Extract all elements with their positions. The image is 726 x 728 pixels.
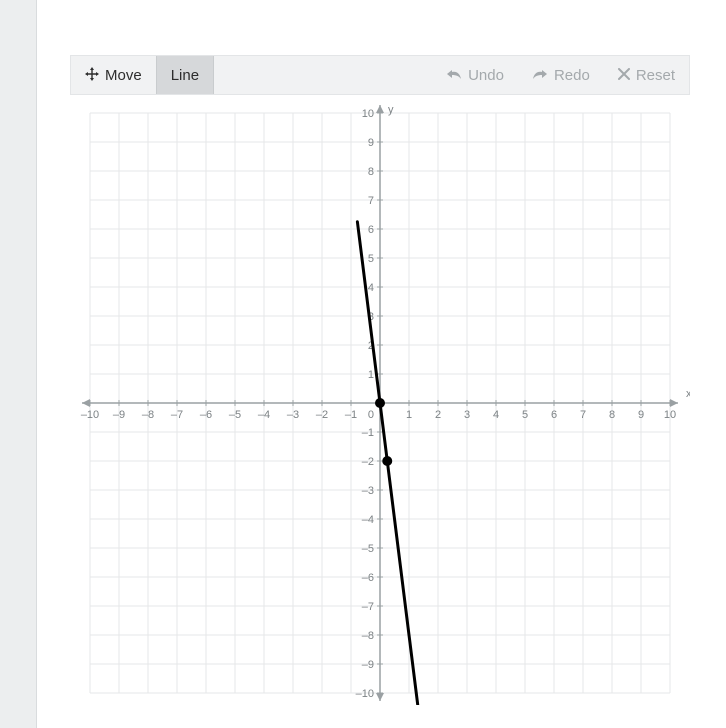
toolbar: Move Line Undo Redo	[70, 55, 690, 95]
svg-text:–10: –10	[356, 688, 374, 700]
svg-text:–2: –2	[362, 456, 374, 468]
line-tool-label: Line	[171, 67, 199, 84]
move-tool-label: Move	[105, 67, 142, 84]
svg-text:–4: –4	[362, 514, 374, 526]
undo-label: Undo	[468, 67, 504, 84]
svg-text:–3: –3	[362, 485, 374, 497]
svg-text:–8: –8	[362, 630, 374, 642]
svg-text:7: 7	[580, 409, 586, 421]
svg-text:–1: –1	[345, 409, 357, 421]
close-icon	[618, 68, 630, 83]
svg-text:9: 9	[638, 409, 644, 421]
y-axis-label: y	[388, 104, 394, 116]
redo-label: Redo	[554, 67, 590, 84]
svg-text:7: 7	[368, 195, 374, 207]
undo-icon	[446, 68, 462, 83]
svg-text:6: 6	[551, 409, 557, 421]
svg-text:5: 5	[522, 409, 528, 421]
coordinate-plane[interactable]: –10–9–8–7–6–5–4–3–2–112345678910–10–9–8–…	[70, 95, 690, 705]
line-point-1[interactable]	[382, 456, 392, 466]
svg-text:–9: –9	[362, 659, 374, 671]
left-gutter	[0, 0, 37, 728]
svg-text:–3: –3	[287, 409, 299, 421]
svg-text:–1: –1	[362, 427, 374, 439]
redo-icon	[532, 68, 548, 83]
svg-text:–6: –6	[200, 409, 212, 421]
page-root: Move Line Undo Redo	[0, 0, 726, 728]
svg-text:–9: –9	[113, 409, 125, 421]
line-point-0[interactable]	[375, 398, 385, 408]
svg-text:–7: –7	[171, 409, 183, 421]
svg-text:4: 4	[493, 409, 499, 421]
svg-text:–2: –2	[316, 409, 328, 421]
svg-text:–7: –7	[362, 601, 374, 613]
reset-label: Reset	[636, 67, 675, 84]
svg-text:–10: –10	[81, 409, 99, 421]
svg-text:–6: –6	[362, 572, 374, 584]
svg-text:8: 8	[609, 409, 615, 421]
redo-button[interactable]: Redo	[518, 56, 604, 94]
svg-text:10: 10	[362, 108, 374, 120]
svg-text:6: 6	[368, 224, 374, 236]
svg-text:–8: –8	[142, 409, 154, 421]
svg-text:10: 10	[664, 409, 676, 421]
svg-text:4: 4	[368, 282, 374, 294]
svg-text:8: 8	[368, 166, 374, 178]
svg-text:1: 1	[406, 409, 412, 421]
line-tool-button[interactable]: Line	[156, 56, 214, 94]
move-tool-button[interactable]: Move	[71, 56, 156, 94]
svg-text:9: 9	[368, 137, 374, 149]
svg-text:–5: –5	[362, 543, 374, 555]
svg-text:3: 3	[464, 409, 470, 421]
svg-text:–5: –5	[229, 409, 241, 421]
reset-button[interactable]: Reset	[604, 56, 689, 94]
graph-area[interactable]: –10–9–8–7–6–5–4–3–2–112345678910–10–9–8–…	[70, 95, 690, 705]
svg-text:2: 2	[435, 409, 441, 421]
svg-text:5: 5	[368, 253, 374, 265]
move-icon	[85, 67, 99, 84]
svg-text:1: 1	[368, 369, 374, 381]
svg-text:–4: –4	[258, 409, 270, 421]
undo-button[interactable]: Undo	[432, 56, 518, 94]
x-axis-label: x	[686, 388, 690, 400]
svg-text:0: 0	[368, 409, 374, 421]
